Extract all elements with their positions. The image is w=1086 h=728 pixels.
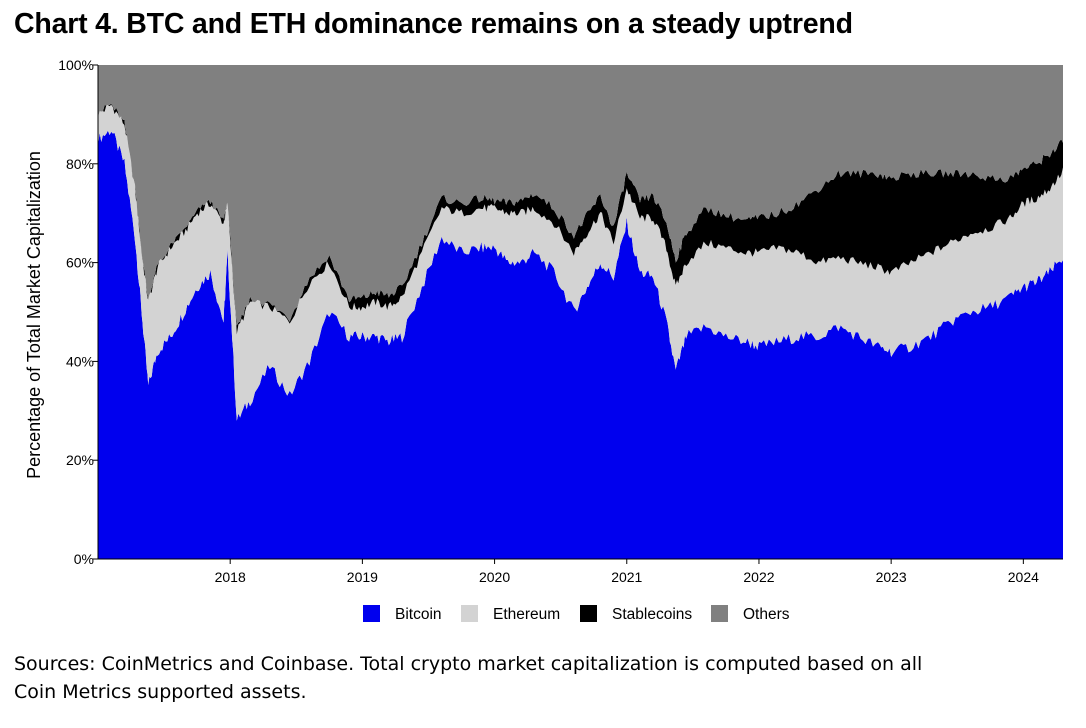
y-tick-label: 0% bbox=[74, 551, 94, 567]
area-bitcoin bbox=[98, 130, 1063, 559]
x-tick-label: 2022 bbox=[743, 569, 774, 585]
legend-label-stablecoins: Stablecoins bbox=[612, 606, 692, 623]
y-tick-label: 40% bbox=[66, 353, 94, 369]
x-tick-label: 2024 bbox=[1008, 569, 1039, 585]
footnote-line-2: Coin Metrics supported assets. bbox=[14, 681, 307, 703]
area-others bbox=[98, 65, 1063, 326]
legend-label-ethereum: Ethereum bbox=[493, 606, 560, 623]
y-axis-title: Percentage of Total Market Capitalizatio… bbox=[24, 151, 44, 479]
x-tick-label: 2021 bbox=[611, 569, 642, 585]
y-tick-label: 100% bbox=[58, 57, 94, 73]
stacked-area-chart: 0% 20% 40% 60% 80% 100% 2018 2019 2020 2021 2022 20… bbox=[24, 57, 1063, 623]
x-tick-label: 2018 bbox=[215, 569, 246, 585]
legend-swatch-stablecoins bbox=[580, 605, 597, 622]
legend-swatch-bitcoin bbox=[363, 605, 380, 622]
y-tick-label: 20% bbox=[66, 452, 94, 468]
legend-label-bitcoin: Bitcoin bbox=[395, 606, 442, 623]
footnote-line-1: Sources: CoinMetrics and Coinbase. Total… bbox=[14, 653, 923, 675]
legend-swatch-ethereum bbox=[461, 605, 478, 622]
area-stablecoins bbox=[98, 103, 1063, 335]
x-tick-label: 2020 bbox=[479, 569, 510, 585]
legend-swatch-others bbox=[711, 605, 728, 622]
y-tick-label: 60% bbox=[66, 255, 94, 271]
source-footnote: Sources: CoinMetrics and Coinbase. Total… bbox=[14, 650, 1074, 706]
axes: 0% 20% 40% 60% 80% 100% 2018 2019 2020 2021 2022 20… bbox=[24, 57, 1063, 585]
legend-label-others: Others bbox=[743, 606, 790, 623]
chart-title: Chart 4. BTC and ETH dominance remains o… bbox=[14, 8, 853, 40]
x-tick-label: 2019 bbox=[347, 569, 378, 585]
y-tick-label: 80% bbox=[66, 156, 94, 172]
legend: Bitcoin Ethereum Stablecoins Others bbox=[363, 605, 790, 623]
x-tick-label: 2023 bbox=[876, 569, 907, 585]
plot-area bbox=[98, 65, 1063, 559]
area-ethereum bbox=[98, 104, 1063, 421]
